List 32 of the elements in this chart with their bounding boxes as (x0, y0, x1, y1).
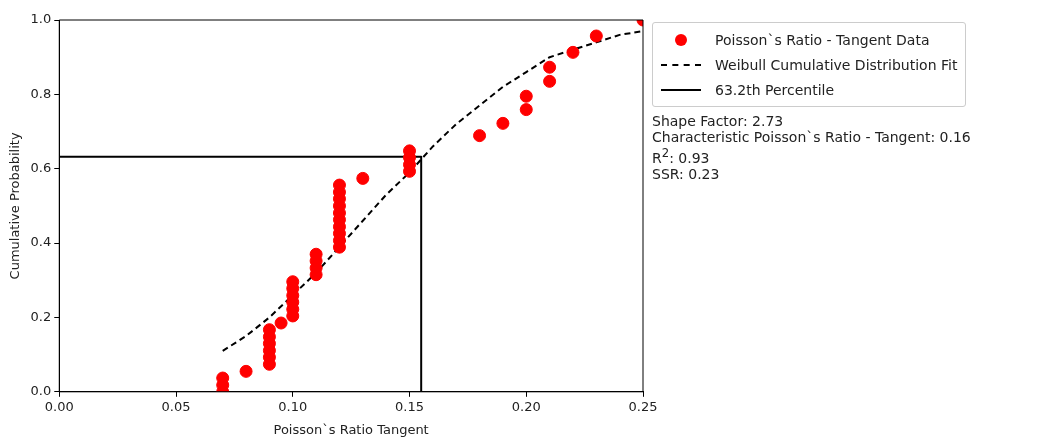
x-tick-label: 0.00 (44, 398, 74, 414)
point (496, 116, 510, 130)
legend-label: Weibull Cumulative Distribution Fit (715, 56, 958, 73)
y-tick-label: 0.8 (30, 85, 52, 101)
point (274, 316, 288, 330)
x-axis-title: Poisson`s Ratio Tangent (273, 421, 429, 437)
point (239, 364, 253, 378)
y-tick-label: 0.4 (30, 234, 52, 250)
y-tick-label: 1.0 (30, 11, 52, 27)
y-tick-label: 0.2 (30, 308, 52, 324)
text: SSR: 0.23 (652, 165, 721, 182)
point (543, 60, 557, 74)
legend-label: Poisson`s Ratio - Tangent Data (715, 31, 930, 48)
text: R$^{2}$: 0.93 (652, 145, 711, 166)
y-tick-label: 0.6 (30, 160, 52, 176)
x-tick-label: 0.10 (278, 398, 308, 414)
point (519, 103, 533, 117)
y-axis-title: Cumulative Probability (7, 132, 23, 280)
text: Shape Factor: 2.73 (652, 113, 785, 129)
point (566, 45, 580, 59)
x-tick-label: 0.20 (511, 398, 541, 414)
point (519, 89, 533, 103)
y-tick-label: 0.0 (30, 383, 52, 399)
point (589, 29, 603, 43)
x-tick-label: 0.15 (395, 398, 424, 414)
x-tick-label: 0.25 (628, 398, 658, 414)
point (473, 129, 487, 143)
point (356, 171, 370, 185)
text: Characteristic Poisson`s Ratio - Tangent: 0.16 (652, 129, 971, 145)
x-tick-label: 0.05 (161, 398, 191, 414)
point (543, 74, 557, 88)
legend-label: 63.2th Percentile (715, 81, 835, 98)
